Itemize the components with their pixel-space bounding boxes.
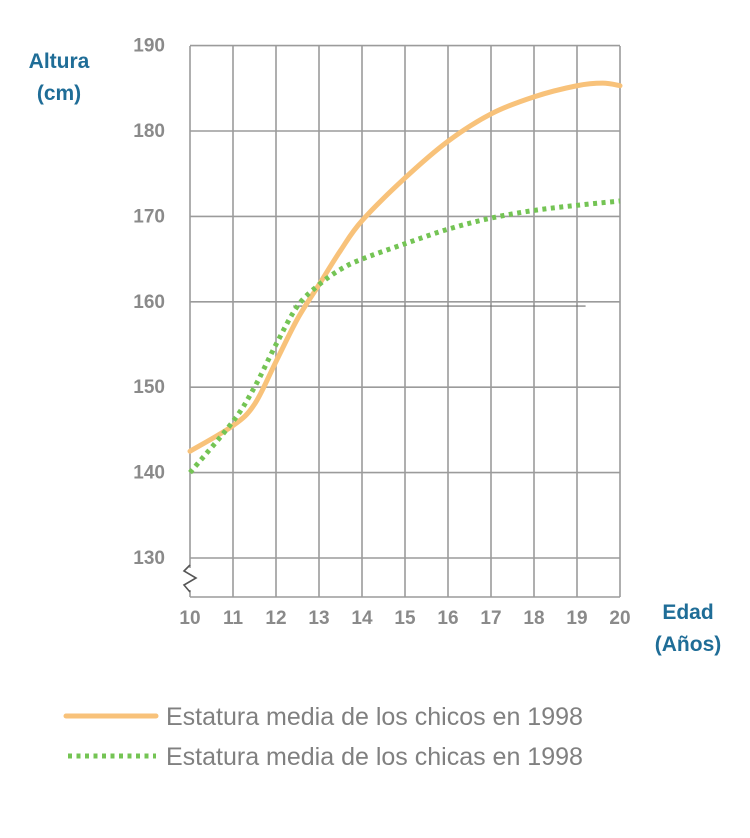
x-axis-title-line2: (Años) <box>655 633 722 656</box>
chart-series <box>187 80 623 475</box>
x-tick-label-13: 13 <box>308 608 329 629</box>
x-tick-label-20: 20 <box>609 608 630 629</box>
y-axis-title-line1: Altura <box>29 50 90 73</box>
x-tick-label-16: 16 <box>437 608 458 629</box>
legend: Estatura media de los chicos en 1998 Est… <box>63 703 583 771</box>
legend-label-chicas: Estatura media de los chicas en 1998 <box>166 743 583 771</box>
x-tick-label-17: 17 <box>480 608 501 629</box>
tick-labels: 130 140 150 160 170 180 190 10 11 12 13 14 15 16 17 18 1… <box>133 36 630 629</box>
y-axis-break <box>182 564 198 593</box>
x-tick-label-12: 12 <box>265 608 286 629</box>
x-tick-label-15: 15 <box>394 608 416 629</box>
x-tick-label-14: 14 <box>351 608 373 629</box>
chart-grid <box>189 44 621 598</box>
y-axis-title-line2: (cm) <box>37 82 81 105</box>
series-line-chicas <box>188 198 621 475</box>
y-tick-label-170: 170 <box>133 206 165 227</box>
axis-break-zigzag <box>182 564 198 593</box>
y-tick-label-180: 180 <box>133 121 165 142</box>
x-tick-label-19: 19 <box>566 608 587 629</box>
series-line-chicos <box>187 80 623 454</box>
x-tick-label-10: 10 <box>179 608 200 629</box>
y-tick-label-190: 190 <box>133 36 165 57</box>
y-tick-label-150: 150 <box>133 377 165 398</box>
x-tick-label-18: 18 <box>523 608 544 629</box>
x-axis-title-line1: Edad <box>662 601 713 624</box>
legend-label-chicos: Estatura media de los chicos en 1998 <box>166 703 583 731</box>
y-tick-label-130: 130 <box>133 548 165 569</box>
y-tick-label-140: 140 <box>133 463 165 484</box>
x-tick-label-11: 11 <box>223 608 244 629</box>
y-tick-label-160: 160 <box>133 292 165 313</box>
